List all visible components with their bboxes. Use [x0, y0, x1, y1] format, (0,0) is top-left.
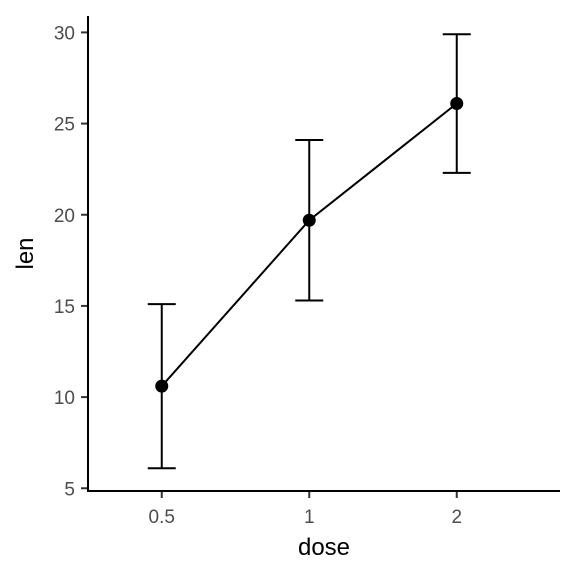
x-tick-label: 2 [451, 507, 462, 528]
y-tick-label: 30 [54, 23, 75, 44]
y-tick-label: 20 [54, 206, 75, 227]
data-point [155, 379, 169, 393]
y-tick-label: 10 [54, 388, 75, 409]
x-tick-label: 0.5 [149, 507, 175, 528]
y-axis-ticks: 5 10 15 20 25 30 [54, 23, 88, 500]
data-point [450, 97, 464, 111]
x-tick-label: 1 [304, 507, 315, 528]
y-tick-label: 5 [64, 479, 75, 500]
error-bars [147, 33, 471, 470]
data-point [302, 213, 316, 227]
y-tick-label: 25 [54, 115, 75, 136]
x-axis-ticks: 0.5 1 2 [149, 491, 462, 528]
data-series [155, 97, 464, 393]
y-tick-label: 15 [54, 297, 75, 318]
y-axis-title: len [12, 237, 39, 269]
x-axis-title: dose [298, 534, 350, 561]
